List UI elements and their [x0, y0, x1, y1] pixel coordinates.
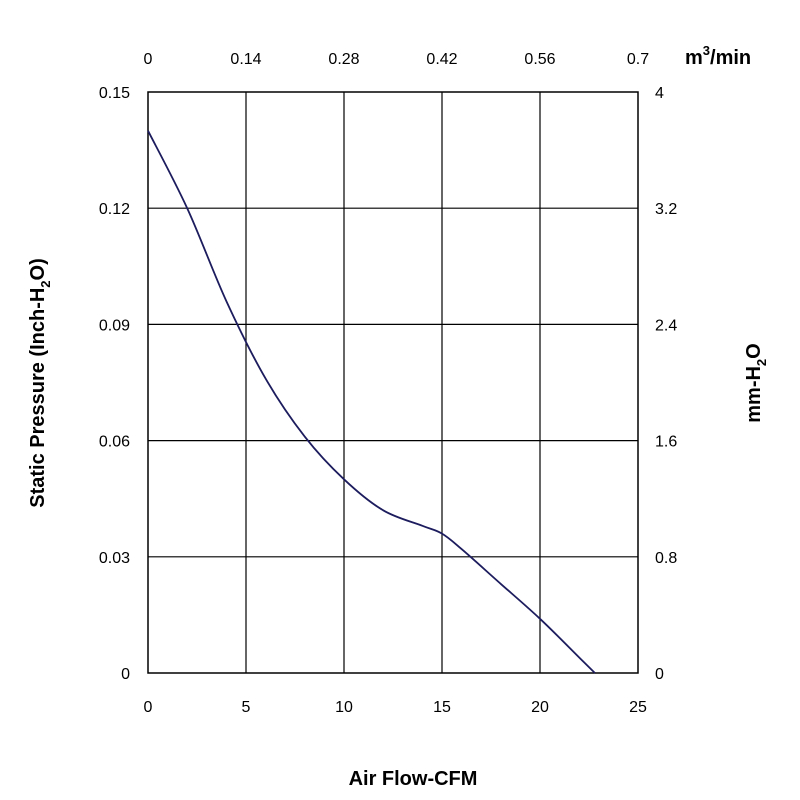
pq-curve-line	[147, 130, 596, 674]
series-layer	[147, 130, 596, 674]
x-tick-label: 5	[242, 699, 251, 716]
x-tick-labels: 0 5 10 15 20 25	[144, 699, 647, 716]
y-tick-label: 0.12	[99, 201, 130, 218]
y-axis-title: Static Pressure (Inch-H2O)	[27, 258, 53, 508]
y-tick-label: 0.06	[99, 434, 130, 451]
y2-tick-label: 3.2	[655, 201, 677, 218]
y2-tick-label: 4	[655, 85, 664, 102]
y-tick-labels: 0 0.03 0.06 0.09 0.12 0.15	[99, 85, 130, 683]
plot-frame	[147, 91, 639, 674]
y2-tick-label: 0.8	[655, 550, 677, 567]
x2-tick-label: 0.7	[627, 51, 649, 68]
y2-tick-label: 1.6	[655, 434, 677, 451]
x-tick-label: 25	[629, 699, 647, 716]
x2-tick-label: 0.28	[328, 51, 359, 68]
y2-axis-title: mm-H2O	[743, 343, 769, 422]
x-tick-label: 0	[144, 699, 153, 716]
y2-tick-label: 2.4	[655, 317, 677, 334]
x-axis-title: Air Flow-CFM	[349, 768, 478, 790]
grid-lines	[148, 92, 638, 673]
x2-tick-label: 0.14	[230, 51, 261, 68]
y-tick-label: 0.09	[99, 317, 130, 334]
y-tick-label: 0.03	[99, 550, 130, 567]
y2-tick-labels: 0 0.8 1.6 2.4 3.2 4	[655, 85, 677, 683]
x2-tick-label: 0.42	[426, 51, 457, 68]
x2-axis-title: m3/min	[685, 43, 751, 69]
y2-tick-label: 0	[655, 666, 664, 683]
x2-tick-label: 0.56	[524, 51, 555, 68]
x2-tick-label: 0	[144, 51, 153, 68]
x-tick-label: 15	[433, 699, 451, 716]
x-tick-label: 20	[531, 699, 549, 716]
y-tick-label: 0	[121, 666, 130, 683]
y-tick-label: 0.15	[99, 85, 130, 102]
x-tick-label: 10	[335, 699, 353, 716]
x2-tick-labels: 0 0.14 0.28 0.42 0.56 0.7	[144, 51, 650, 68]
